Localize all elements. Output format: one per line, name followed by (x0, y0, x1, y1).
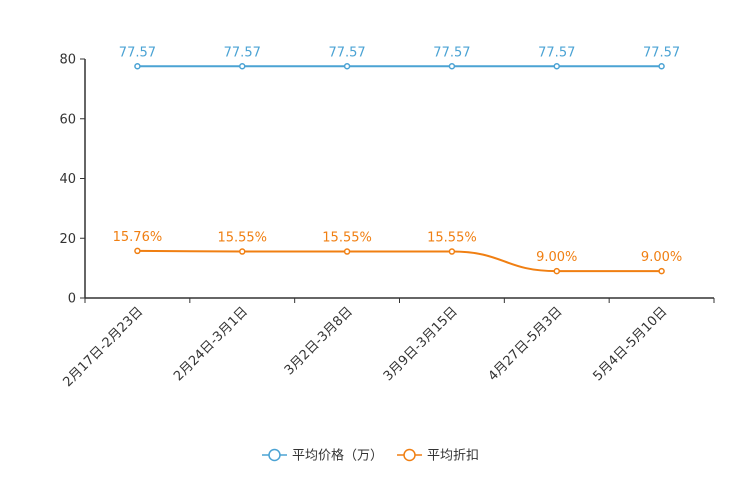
data-label: 15.76% (113, 230, 163, 245)
data-point[interactable] (448, 248, 456, 255)
data-point[interactable] (239, 248, 246, 255)
y-tick-label: 20 (59, 232, 76, 247)
series-1: 15.76% 15.55% 15.55% 15.55% 9.00% 9.00% (113, 230, 682, 275)
legend-marker (403, 448, 416, 462)
data-label: 15.55% (322, 231, 372, 246)
data-point[interactable] (134, 63, 141, 70)
y-tick-label: 80 (59, 53, 76, 68)
data-point[interactable] (239, 63, 246, 70)
legend-marker (268, 448, 281, 462)
legend-item[interactable]: 平均价格（万） (262, 448, 383, 464)
legend-label: 平均折扣 (427, 449, 479, 464)
data-label: 77.57 (119, 45, 156, 60)
data-label: 77.57 (224, 45, 261, 60)
data-label: 77.57 (538, 45, 575, 60)
data-label: 9.00% (536, 250, 577, 265)
x-tick-label: 4月27日-5月3日 (486, 304, 566, 384)
data-point[interactable] (553, 63, 560, 70)
data-label: 77.57 (643, 45, 680, 60)
y-tick-label: 60 (59, 112, 76, 127)
series-layer: 77.57 77.57 77.57 77.57 77.57 77.57 15.76% 15.5… (113, 45, 682, 275)
axes: 0 20 40 60 80 2月17日-2月23日 2月24日-3月1日 3月2日-3月8日 3… (59, 53, 715, 390)
data-label: 9.00% (641, 250, 682, 265)
data-point[interactable] (343, 248, 351, 255)
data-point[interactable] (343, 63, 351, 70)
x-tick-label: 2月17日-2月23日 (60, 304, 146, 390)
data-point[interactable] (448, 63, 456, 70)
y-tick-label: 40 (59, 172, 76, 187)
y-tick-label: 0 (68, 292, 76, 307)
data-label: 15.55% (217, 231, 267, 246)
data-point[interactable] (134, 247, 141, 255)
x-tick-label: 2月24日-3月1日 (171, 304, 251, 384)
data-point[interactable] (658, 63, 665, 70)
data-label: 15.55% (427, 231, 477, 246)
legend-label: 平均价格（万） (292, 448, 383, 464)
series-line (137, 249, 662, 273)
x-tick-label: 3月9日-3月15日 (381, 304, 461, 384)
data-label: 77.57 (433, 45, 470, 60)
data-point[interactable] (553, 267, 560, 275)
data-point[interactable] (658, 267, 665, 275)
series-0: 77.57 77.57 77.57 77.57 77.57 77.57 (119, 45, 680, 70)
x-tick-label: 3月2日-3月8日 (282, 304, 356, 378)
legend[interactable]: 平均价格（万） 平均折扣 (262, 448, 479, 464)
x-tick-label: 5月4日-5月10日 (590, 304, 670, 384)
data-label: 77.57 (328, 45, 365, 60)
legend-item[interactable]: 平均折扣 (397, 449, 479, 464)
